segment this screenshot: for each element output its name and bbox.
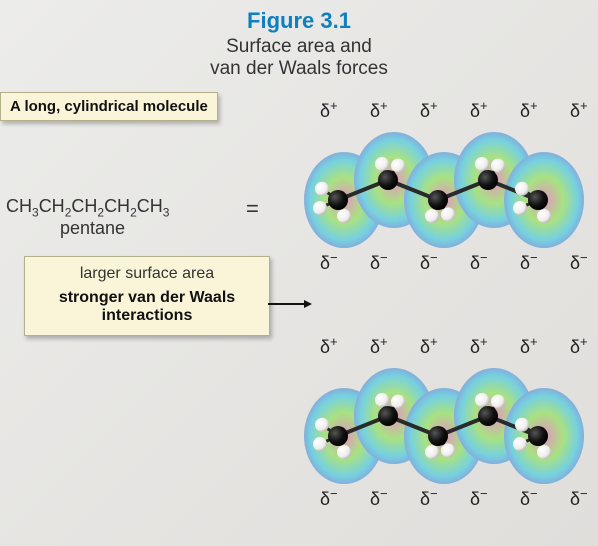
delta-minus-label: δ− xyxy=(570,486,588,510)
delta-minus-label: δ− xyxy=(320,250,338,274)
delta-plus-label: δ+ xyxy=(520,98,538,122)
molecule-top: δ+δ+δ+δ+δ+δ+δ−δ−δ−δ−δ−δ− xyxy=(298,104,590,276)
equals-sign: = xyxy=(246,196,259,222)
delta-minus-label: δ− xyxy=(420,486,438,510)
figure-subtitle-line2: van der Waals forces xyxy=(0,58,598,80)
delta-minus-label: δ− xyxy=(570,250,588,274)
figure-number: Figure 3.1 xyxy=(0,8,598,34)
delta-minus-label: δ− xyxy=(370,250,388,274)
delta-minus-label: δ− xyxy=(520,250,538,274)
delta-minus-label: δ− xyxy=(320,486,338,510)
molecule-name: pentane xyxy=(60,218,125,239)
delta-minus-label: δ− xyxy=(420,250,438,274)
delta-plus-label: δ+ xyxy=(470,98,488,122)
figure-panel: Figure 3.1 Surface area and van der Waal… xyxy=(0,0,598,546)
delta-plus-label: δ+ xyxy=(370,98,388,122)
delta-plus-label: δ+ xyxy=(420,98,438,122)
delta-minus-label: δ− xyxy=(470,250,488,274)
chemical-formula: CH3CH2CH2CH2CH3 xyxy=(6,196,169,220)
figure-subtitle-line1: Surface area and xyxy=(0,36,598,58)
delta-minus-label: δ− xyxy=(520,486,538,510)
delta-minus-label: δ− xyxy=(370,486,388,510)
delta-plus-label: δ+ xyxy=(570,98,588,122)
delta-plus-label: δ+ xyxy=(470,334,488,358)
delta-plus-label: δ+ xyxy=(570,334,588,358)
delta-plus-label: δ+ xyxy=(520,334,538,358)
callout-long-cylindrical: A long, cylindrical molecule xyxy=(0,92,218,121)
delta-plus-label: δ+ xyxy=(320,334,338,358)
delta-plus-label: δ+ xyxy=(320,98,338,122)
callout-line1: larger surface area xyxy=(35,265,259,283)
callout-line2: stronger van der Waals interactions xyxy=(35,289,259,325)
delta-plus-label: δ+ xyxy=(370,334,388,358)
molecule-bottom: δ+δ+δ+δ+δ+δ+δ−δ−δ−δ−δ−δ− xyxy=(298,340,590,512)
delta-minus-label: δ− xyxy=(470,486,488,510)
callout-surface-area: larger surface area stronger van der Waa… xyxy=(24,256,270,336)
arrow-icon xyxy=(268,300,312,308)
delta-plus-label: δ+ xyxy=(420,334,438,358)
